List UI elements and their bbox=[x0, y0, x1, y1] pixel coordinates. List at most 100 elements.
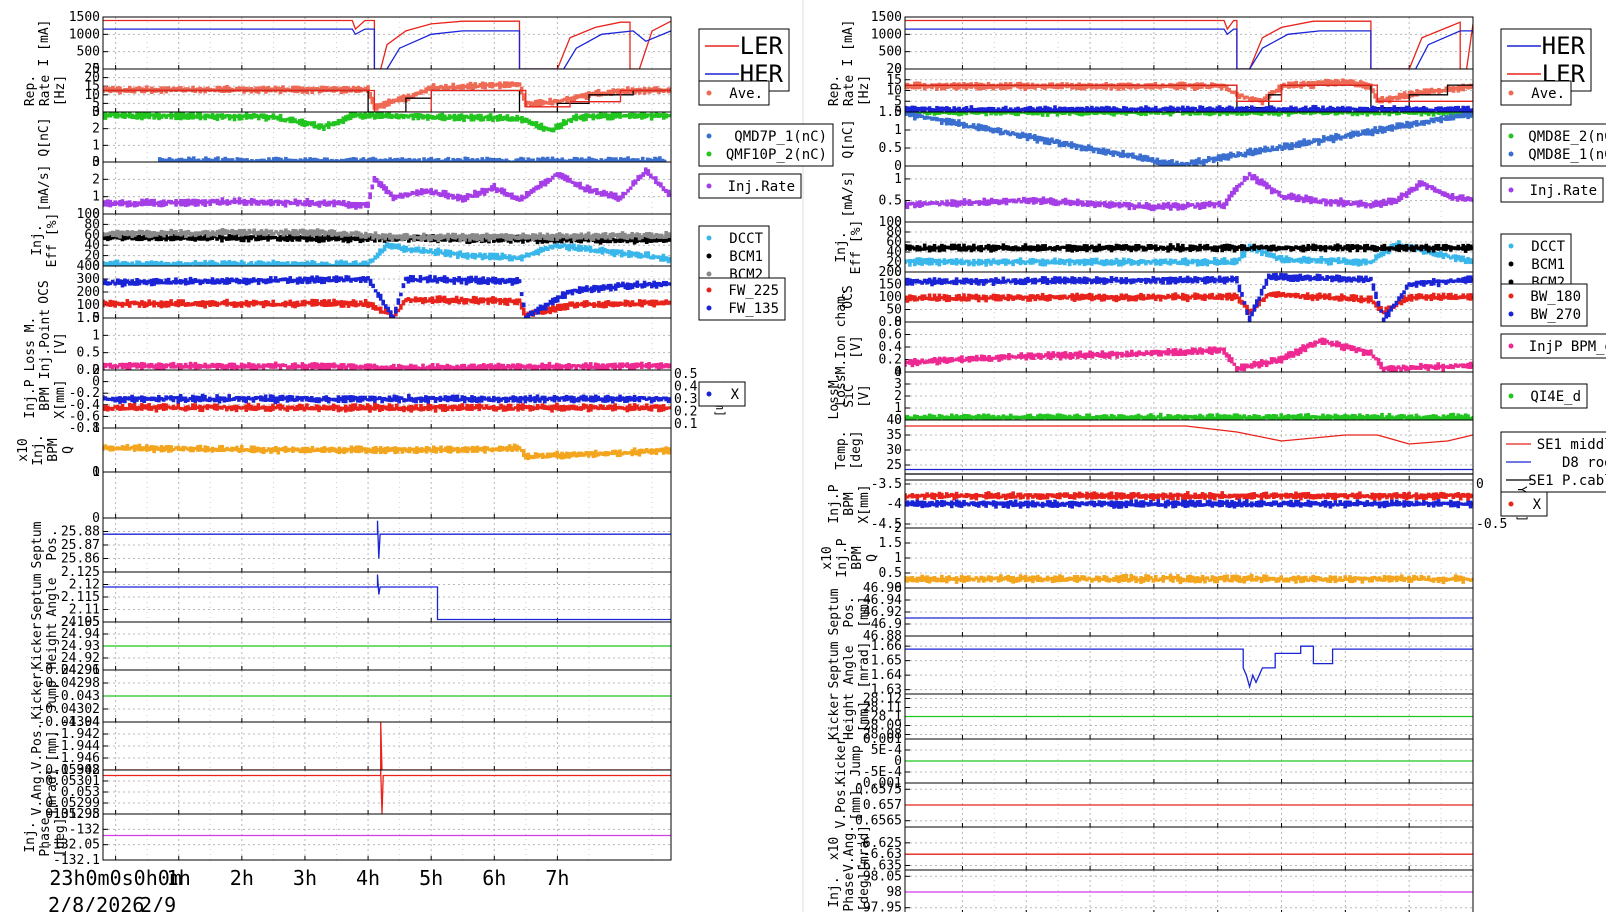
y-axis-label: Inj.P bbox=[23, 379, 38, 418]
y-axis-label: [Hz] bbox=[53, 75, 68, 106]
data-point bbox=[404, 298, 408, 302]
data-point bbox=[606, 452, 610, 456]
data-point bbox=[518, 299, 522, 303]
data-point bbox=[429, 190, 433, 194]
y-tick-label: 3 bbox=[92, 105, 100, 120]
data-point bbox=[429, 86, 433, 90]
data-point bbox=[240, 200, 244, 204]
data-point bbox=[272, 115, 276, 119]
data-point bbox=[461, 197, 465, 201]
data-point bbox=[1371, 88, 1375, 93]
data-point bbox=[399, 293, 403, 297]
y-axis-label: [deg] bbox=[53, 817, 68, 856]
y-axis-label: X[mm] bbox=[53, 379, 68, 418]
y-axis-label: Kicker bbox=[30, 672, 45, 719]
y-tick-label: 1 bbox=[92, 465, 100, 480]
data-point bbox=[522, 93, 526, 101]
data-point bbox=[518, 117, 522, 121]
data-point bbox=[272, 448, 276, 452]
data-point bbox=[575, 115, 579, 119]
y-axis-label: Q bbox=[61, 446, 76, 454]
legend: QMD8E_2(nC)QMD8E_1(nC) bbox=[1501, 124, 1606, 166]
legend-swatch bbox=[707, 184, 712, 189]
y-axis-label: Rate bbox=[38, 75, 53, 106]
y-axis-label: [mm] bbox=[45, 730, 60, 761]
data-point bbox=[404, 277, 408, 281]
data-point bbox=[366, 365, 370, 369]
data-point bbox=[1344, 80, 1348, 84]
data-point bbox=[398, 236, 402, 240]
data-point bbox=[518, 280, 522, 284]
y-tick-label: 1.5 bbox=[879, 105, 902, 120]
legend-label: X bbox=[731, 387, 740, 403]
data-point bbox=[385, 243, 389, 247]
data-point bbox=[379, 294, 383, 301]
data-point bbox=[371, 284, 375, 288]
y-axis-label: Septum bbox=[30, 521, 45, 568]
x-date-label: 2/8/2026 bbox=[48, 893, 144, 912]
y-tick-label: 1500 bbox=[69, 10, 100, 25]
data-point bbox=[374, 289, 378, 292]
y-axis-label: [Hz] bbox=[857, 75, 872, 106]
legend: X bbox=[699, 382, 745, 406]
x-tick-label: 1h bbox=[167, 866, 191, 890]
data-point bbox=[366, 302, 370, 306]
legend-label: QMF10P_2(nC) bbox=[726, 147, 827, 163]
data-point bbox=[549, 129, 553, 133]
y-axis-label: Inj. bbox=[23, 821, 38, 852]
legend-label: QMD7P_1(nC) bbox=[734, 129, 827, 145]
data-point bbox=[644, 254, 648, 258]
data-point bbox=[1373, 93, 1377, 98]
data-point bbox=[379, 448, 383, 452]
legend-label: FW_225 bbox=[728, 283, 779, 299]
legend-swatch bbox=[707, 306, 712, 311]
y-tick-label: -132 bbox=[69, 822, 100, 837]
y-tick-label: 500 bbox=[77, 45, 100, 60]
y-axis-label: I [mA] bbox=[841, 20, 856, 67]
data-point bbox=[619, 197, 623, 201]
data-point bbox=[556, 243, 560, 247]
y-axis-label: Inj. bbox=[30, 224, 45, 255]
data-point bbox=[492, 186, 496, 190]
data-point bbox=[370, 184, 374, 189]
data-point bbox=[644, 169, 648, 173]
y-axis-label: BPM bbox=[46, 438, 61, 462]
y-axis-label: Rate bbox=[842, 75, 857, 106]
x-tick-label: 3h bbox=[293, 866, 317, 890]
legend-swatch bbox=[1509, 134, 1514, 139]
data-point bbox=[461, 448, 465, 452]
data-point bbox=[619, 284, 623, 288]
legend-label: Ave. bbox=[729, 86, 763, 102]
y-tick-label: 1 bbox=[92, 328, 100, 343]
legend-label: HER bbox=[1542, 32, 1586, 60]
y-tick-label: 0.5 bbox=[879, 141, 902, 156]
x-tick-label: 23h0m0s0h0m bbox=[49, 866, 181, 890]
legend-label: LER bbox=[740, 32, 784, 60]
y-axis-label: Inj. bbox=[31, 434, 46, 465]
y-axis-label: Loss M. bbox=[23, 317, 38, 372]
legend-swatch bbox=[707, 392, 712, 397]
data-point bbox=[322, 125, 326, 129]
y-axis-label: OCS bbox=[37, 280, 52, 303]
x-tick-label: 5h bbox=[419, 866, 443, 890]
legend: Inj.Rate bbox=[699, 174, 801, 198]
legend-label: Inj.Rate bbox=[728, 179, 795, 195]
y-axis-label: [mA/s] bbox=[37, 165, 52, 212]
y-axis-label: Inj.Point bbox=[38, 309, 53, 379]
y-tick-label: 1000 bbox=[69, 27, 100, 42]
x-tick-label: 6h bbox=[482, 866, 506, 890]
y-axis-label: Rep. bbox=[23, 75, 38, 106]
data-point bbox=[518, 198, 522, 202]
data-point bbox=[518, 83, 522, 87]
y-tick-label: 1 bbox=[894, 123, 902, 138]
y-tick-label: 1 bbox=[92, 190, 100, 205]
data-point bbox=[461, 253, 465, 257]
y-axis-label: Rep. bbox=[827, 75, 842, 106]
y-tick-label: 3 bbox=[92, 155, 100, 170]
legend-label: QMD8E_2(nC) bbox=[1528, 129, 1606, 145]
x-tick-label: 7h bbox=[545, 866, 569, 890]
legend: Ave. bbox=[699, 81, 769, 105]
legend-label: BCM1 bbox=[729, 249, 763, 265]
